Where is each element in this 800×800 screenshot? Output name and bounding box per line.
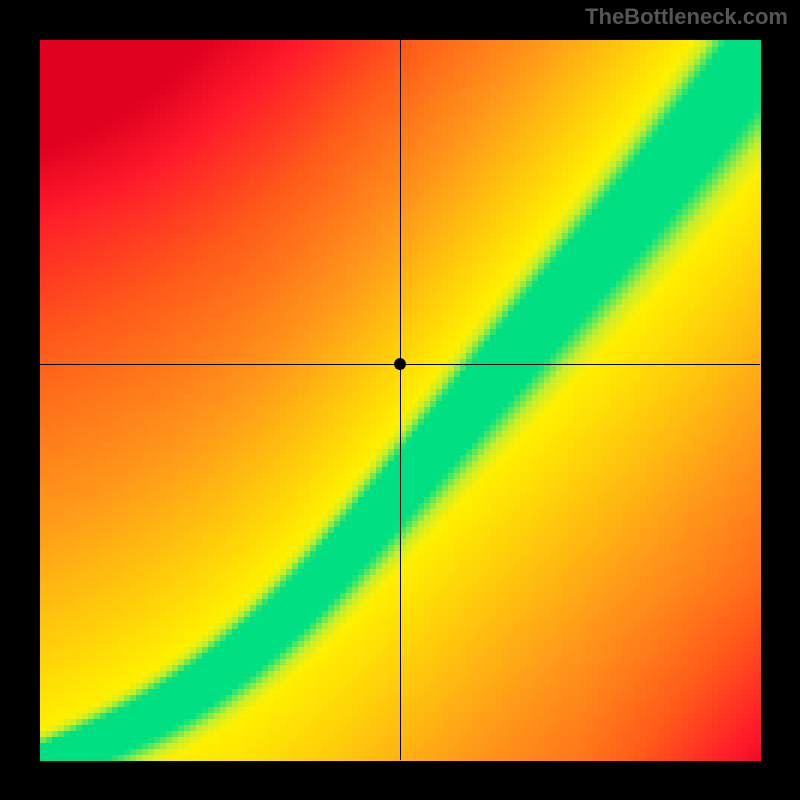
watermark-text: TheBottleneck.com — [585, 4, 788, 30]
bottleneck-heatmap — [0, 0, 800, 800]
chart-container: TheBottleneck.com — [0, 0, 800, 800]
